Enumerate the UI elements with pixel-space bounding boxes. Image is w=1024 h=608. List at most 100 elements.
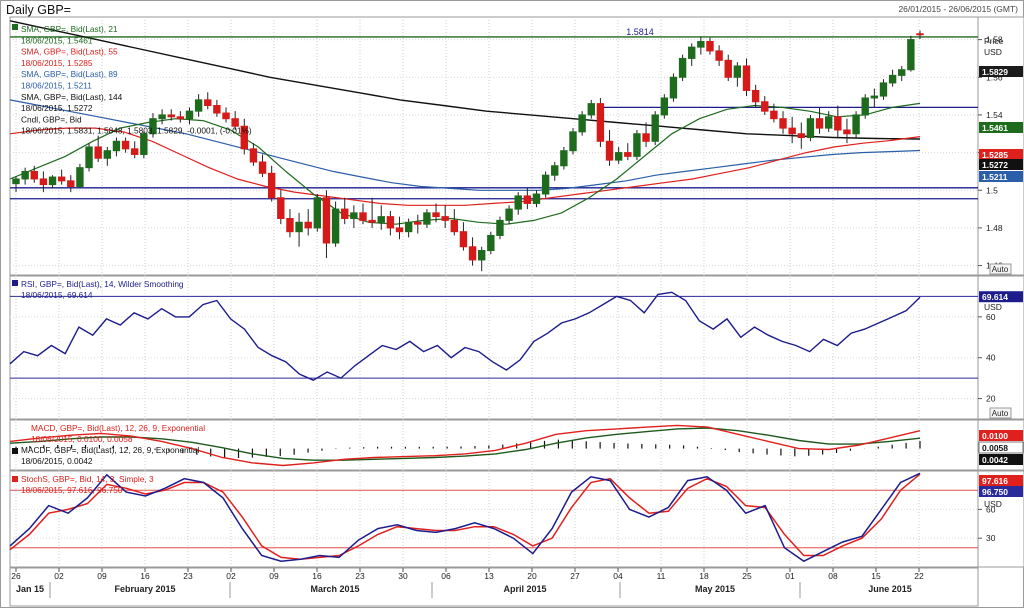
- candle: [724, 59, 732, 78]
- candle: [277, 197, 285, 220]
- price-axis: [977, 16, 1024, 276]
- sma55-line: [9, 127, 921, 206]
- candle: [669, 76, 678, 99]
- macd-legend: 18/06/2015, 0.0100, 0.0058: [31, 434, 133, 444]
- candle: [176, 116, 185, 120]
- candle: [395, 227, 404, 233]
- candle: [733, 65, 742, 78]
- stoch-value-tag-text: 97.616: [982, 476, 1008, 486]
- candle: [834, 116, 842, 131]
- macd-value-tag-text: 0.0100: [982, 431, 1008, 441]
- macd-legend: MACD, GBP=, Bid(Last), 12, 26, 9, Expone…: [31, 423, 205, 433]
- macd-legend: MACDF, GBP=, Bid(Last), 12, 26, 9, Expon…: [21, 445, 199, 455]
- macd-value-tag: [979, 430, 1023, 441]
- price-axis-unit: USD: [984, 47, 1002, 57]
- candle: [496, 219, 504, 236]
- macd-value-tag: [978, 441, 1024, 454]
- candle: [185, 110, 194, 120]
- price-legend-item: 18/06/2015, 1.5461: [21, 35, 93, 45]
- stoch-tick-label: 30: [986, 533, 996, 543]
- price-value-tag: [979, 66, 1023, 77]
- stoch-tick-label: 60: [986, 504, 996, 514]
- candle: [313, 197, 322, 229]
- x-tick-label: 02: [54, 571, 64, 581]
- price-value-tag: [979, 149, 1023, 160]
- candle: [341, 208, 349, 220]
- candle: [487, 234, 495, 252]
- price-legend-item: SMA, GBP=, Bid(Last), 55: [21, 47, 118, 57]
- candle: [167, 114, 175, 118]
- stoch-legend: StochS, GBP=, Bid, 14, 3, Simple, 3: [21, 474, 154, 484]
- candle: [322, 197, 331, 244]
- price-legend-item: 18/06/2015, 1.5285: [21, 58, 93, 68]
- price-tick-label: 1.58: [986, 35, 1003, 45]
- candle: [824, 116, 833, 129]
- x-tick-label: 09: [269, 571, 279, 581]
- price-plot-area: [9, 16, 979, 276]
- candle: [94, 146, 102, 159]
- x-tick-label: 23: [355, 571, 365, 581]
- x-tick-label: 16: [312, 571, 322, 581]
- candle: [660, 97, 669, 116]
- candle: [761, 101, 769, 112]
- rsi-tick-label: 40: [986, 353, 996, 363]
- candle: [715, 50, 723, 61]
- rsi-line: [9, 291, 921, 381]
- candle: [916, 33, 924, 36]
- price-value-tag-text: 1.5272: [982, 160, 1008, 170]
- candle: [578, 114, 586, 133]
- candle: [377, 216, 385, 223]
- x-tick-label: 04: [613, 571, 623, 581]
- x-tick-label: 08: [828, 571, 838, 581]
- candle: [404, 221, 413, 233]
- candle: [551, 165, 559, 176]
- candle: [879, 82, 888, 97]
- candle: [688, 46, 696, 59]
- candle: [85, 146, 93, 169]
- candle: [103, 150, 112, 159]
- candle: [477, 250, 486, 261]
- rsi-legend: 18/06/2015, 69.614: [21, 290, 93, 300]
- candle: [414, 221, 422, 225]
- candle: [76, 167, 84, 187]
- price-auto-button[interactable]: [989, 263, 1012, 275]
- macd-value-tag: [979, 454, 1023, 465]
- candle: [870, 95, 879, 99]
- rsi-auto-button[interactable]: [989, 407, 1012, 419]
- rsi-tick-label: 20: [986, 394, 996, 404]
- candle: [907, 39, 915, 71]
- candle: [441, 216, 449, 221]
- x-month-label: March 2015: [310, 584, 359, 594]
- x-tick-label: 23: [183, 571, 193, 581]
- candle: [459, 231, 468, 248]
- macd-value-tag-text: 0.0042: [982, 455, 1008, 465]
- x-tick-label: 06: [441, 571, 451, 581]
- price-tick-label: 1.56: [986, 72, 1003, 82]
- candle: [596, 103, 605, 142]
- stoch-legend: 18/06/2015, 97.616, 96.750: [21, 485, 123, 495]
- candle: [30, 170, 38, 180]
- price-tick-label: 1.5: [986, 185, 998, 195]
- candle: [605, 140, 614, 161]
- candle: [267, 172, 276, 199]
- x-tick-label: 13: [484, 571, 494, 581]
- candle: [560, 150, 568, 167]
- price-legend-item: 18/06/2015, 1.5272: [21, 103, 93, 113]
- candle: [569, 131, 577, 152]
- candle: [779, 118, 787, 129]
- x-tick-label: 26: [11, 571, 21, 581]
- candle: [898, 69, 906, 76]
- x-month-label: June 2015: [868, 584, 912, 594]
- macd-signal-line: [9, 427, 921, 461]
- candle: [888, 74, 897, 84]
- candle: [532, 193, 541, 204]
- rsi-value-tag-text: 69.614: [982, 292, 1008, 302]
- candle: [624, 152, 632, 157]
- candle: [213, 105, 221, 114]
- candle: [633, 133, 641, 157]
- hline-label: 1.5814: [626, 27, 654, 37]
- x-tick-label: 16: [140, 571, 150, 581]
- candle: [468, 246, 477, 261]
